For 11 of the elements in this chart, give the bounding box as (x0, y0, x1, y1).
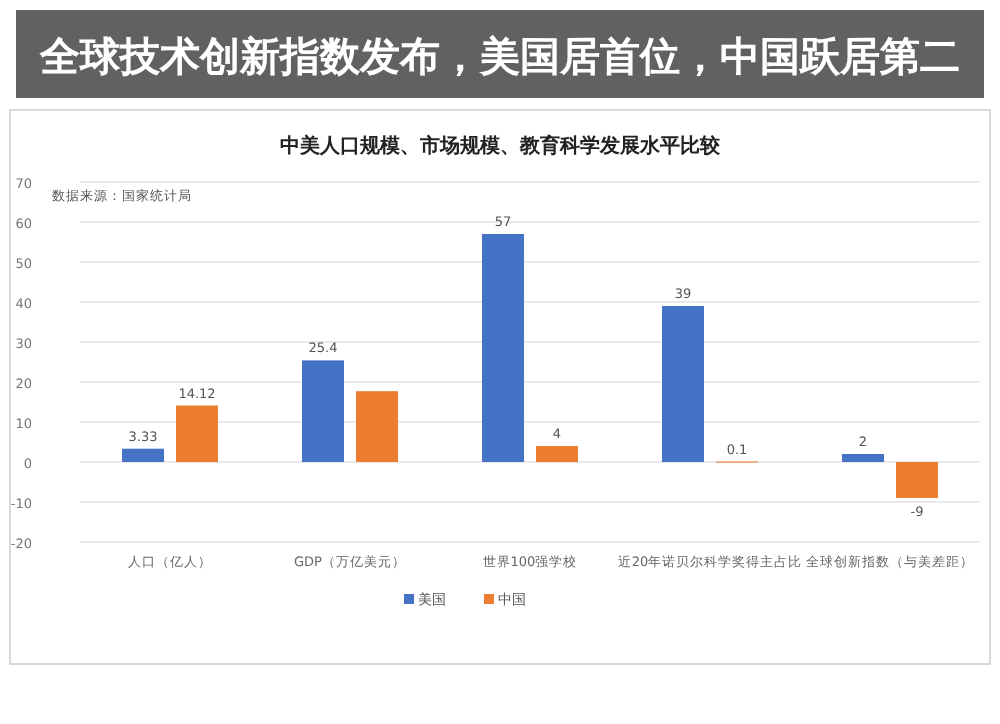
headline-banner: 全球技术创新指数发布，美国居首位，中国跃居第二 (16, 10, 984, 98)
bar (662, 306, 704, 462)
bar (356, 391, 398, 462)
chart-title: 中美人口规模、市场规模、教育科学发展水平比较 (280, 134, 722, 158)
bar (122, 448, 164, 462)
bar (842, 454, 884, 462)
bar (176, 405, 218, 462)
bar (302, 360, 344, 462)
bar (482, 234, 524, 462)
bar (536, 446, 578, 462)
bar (896, 462, 938, 498)
